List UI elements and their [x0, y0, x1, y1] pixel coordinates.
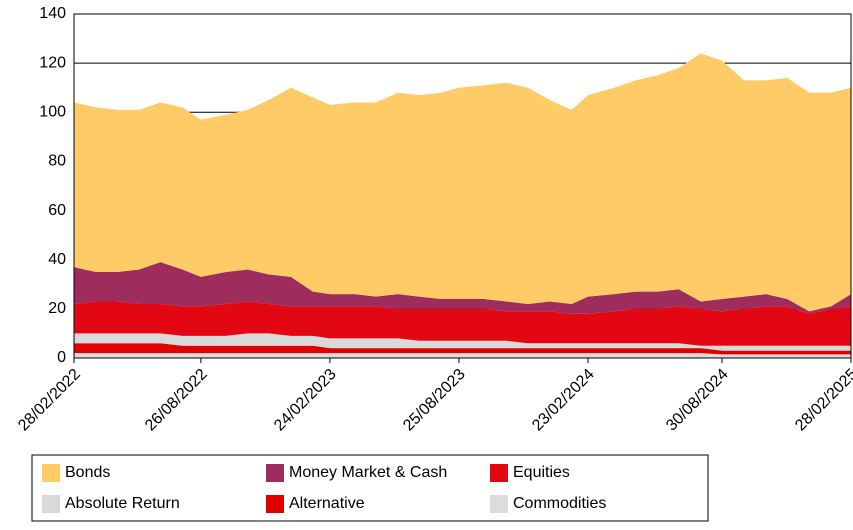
- legend-swatch: [490, 464, 508, 482]
- legend-box: [31, 454, 709, 522]
- legend-swatch: [266, 495, 284, 513]
- legend-label: Money Market & Cash: [289, 464, 447, 481]
- y-tick-label: 60: [48, 202, 66, 219]
- legend-swatch: [42, 495, 60, 513]
- x-tick-label: 30/08/2024: [663, 366, 732, 435]
- area: [74, 301, 851, 346]
- y-tick-label: 120: [39, 54, 66, 71]
- y-tick-label: 20: [48, 300, 66, 317]
- y-tick-label: 100: [39, 104, 66, 121]
- legend-label: Alternative: [289, 495, 365, 512]
- legend-swatch: [266, 464, 284, 482]
- x-tick-label: 25/08/2023: [400, 366, 469, 435]
- y-tick-label: 0: [57, 349, 66, 366]
- area: [74, 262, 851, 314]
- area: [74, 333, 851, 351]
- legend-swatch: [42, 464, 60, 482]
- x-tick-label: 26/08/2022: [142, 366, 211, 435]
- x-tick-label: 28/02/2022: [15, 366, 84, 435]
- y-tick-label: 40: [48, 251, 66, 268]
- x-tick-label: 24/02/2023: [271, 366, 340, 435]
- plot-frame: [73, 13, 852, 359]
- x-tick-label: 28/02/2025: [792, 366, 853, 435]
- legend-label: Bonds: [65, 464, 110, 481]
- area: [74, 343, 851, 355]
- area: [74, 353, 851, 358]
- legend-label: Commodities: [513, 495, 606, 512]
- y-tick-label: 140: [39, 5, 66, 22]
- x-tick-label: 23/02/2024: [529, 366, 598, 435]
- legend-swatch: [490, 495, 508, 513]
- legend-label: Equities: [513, 464, 570, 481]
- legend-label: Absolute Return: [65, 495, 180, 512]
- areas: [74, 53, 851, 358]
- y-tick-label: 80: [48, 153, 66, 170]
- area: [74, 53, 851, 312]
